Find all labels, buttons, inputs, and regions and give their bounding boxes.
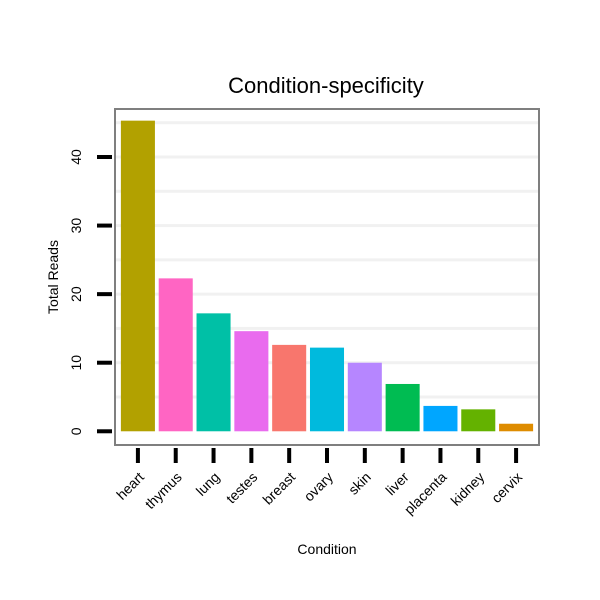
bars xyxy=(120,120,534,432)
y-axis-label: Total Reads xyxy=(45,240,61,314)
bar-heart xyxy=(120,120,155,432)
x-tick-label-testes: testes xyxy=(223,469,261,507)
plot-frame xyxy=(114,108,540,446)
y-axis: 0 10 20 30 40 xyxy=(68,149,112,435)
y-tick-label: 10 xyxy=(68,355,84,371)
y-tick-label: 30 xyxy=(68,218,84,234)
x-tick-label-thymus: thymus xyxy=(142,469,185,512)
y-tick-label: 20 xyxy=(68,286,84,302)
bar-placenta xyxy=(423,405,458,432)
x-tick-label-liver: liver xyxy=(382,469,412,499)
bar-ovary xyxy=(309,347,345,432)
bar-cervix xyxy=(499,423,534,432)
y-tick-label: 0 xyxy=(68,427,84,435)
bar-lung xyxy=(196,313,231,432)
x-tick-label-lung: lung xyxy=(193,469,223,499)
x-tick-label-heart: heart xyxy=(113,469,147,503)
chart-title: Condition-specificity xyxy=(228,73,424,98)
bar-breast xyxy=(272,344,307,432)
bar-liver xyxy=(385,383,420,432)
y-tick-label: 40 xyxy=(68,149,84,165)
bar-kidney xyxy=(461,409,496,432)
x-tick-label-kidney: kidney xyxy=(447,469,487,509)
bar-thymus xyxy=(158,278,193,432)
x-axis-label: Condition xyxy=(297,541,356,557)
x-tick-label-placenta: placenta xyxy=(401,469,450,518)
x-tick-label-skin: skin xyxy=(345,469,374,498)
x-tick-label-breast: breast xyxy=(259,469,298,508)
bar-testes xyxy=(234,331,269,432)
bar-skin xyxy=(347,362,382,432)
x-tick-label-cervix: cervix xyxy=(488,469,525,506)
x-tick-label-ovary: ovary xyxy=(301,469,337,505)
